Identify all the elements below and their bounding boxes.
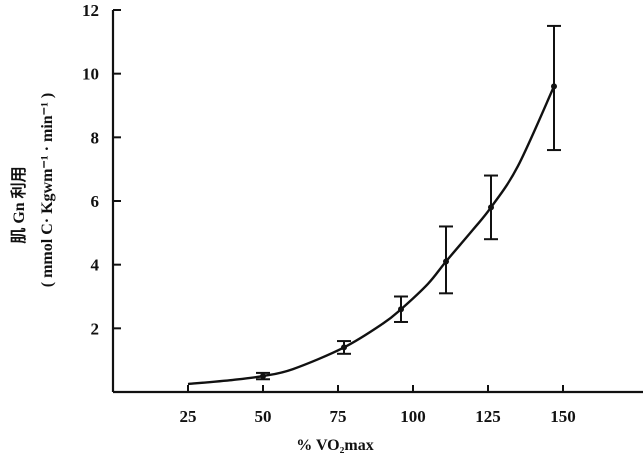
x-tick-label-1: 50 [255, 407, 272, 426]
fit-curve [187, 85, 556, 386]
y-axis-title-line1: 肌 Gn 利用 [9, 166, 28, 243]
data-point-5 [551, 83, 557, 90]
data-point-0 [260, 373, 266, 380]
x-axis-title: % VO₂max [296, 437, 374, 454]
x-tick-label-5: 150 [550, 407, 576, 426]
data-points [256, 24, 561, 381]
data-point-2 [398, 306, 404, 313]
x-ticks: 25 50 75 100 125 150 [180, 385, 576, 426]
x-tick-label-4: 125 [475, 407, 501, 426]
y-tick-label-4: 10 [82, 65, 99, 84]
y-tick-label-5: 12 [82, 1, 99, 20]
y-axis-title-line2: ( mmol C· Kgwm⁻¹ · min⁻¹ ) [39, 93, 56, 287]
y-tick-label-2: 6 [91, 192, 100, 211]
y-ticks: 2 4 6 8 10 12 [82, 1, 121, 338]
data-point-1 [341, 344, 347, 351]
x-tick-label-0: 25 [180, 407, 197, 426]
y-tick-label-3: 8 [91, 128, 100, 147]
y-axis-title: 肌 Gn 利用 ( mmol C· Kgwm⁻¹ · min⁻¹ ) [9, 93, 56, 287]
data-point-3 [443, 258, 449, 265]
axes [111, 10, 643, 394]
x-tick-label-2: 75 [330, 407, 347, 426]
x-tick-label-3: 100 [400, 407, 426, 426]
y-tick-label-1: 4 [91, 256, 100, 275]
data-point-4 [488, 204, 494, 211]
y-tick-label-0: 2 [91, 319, 100, 338]
